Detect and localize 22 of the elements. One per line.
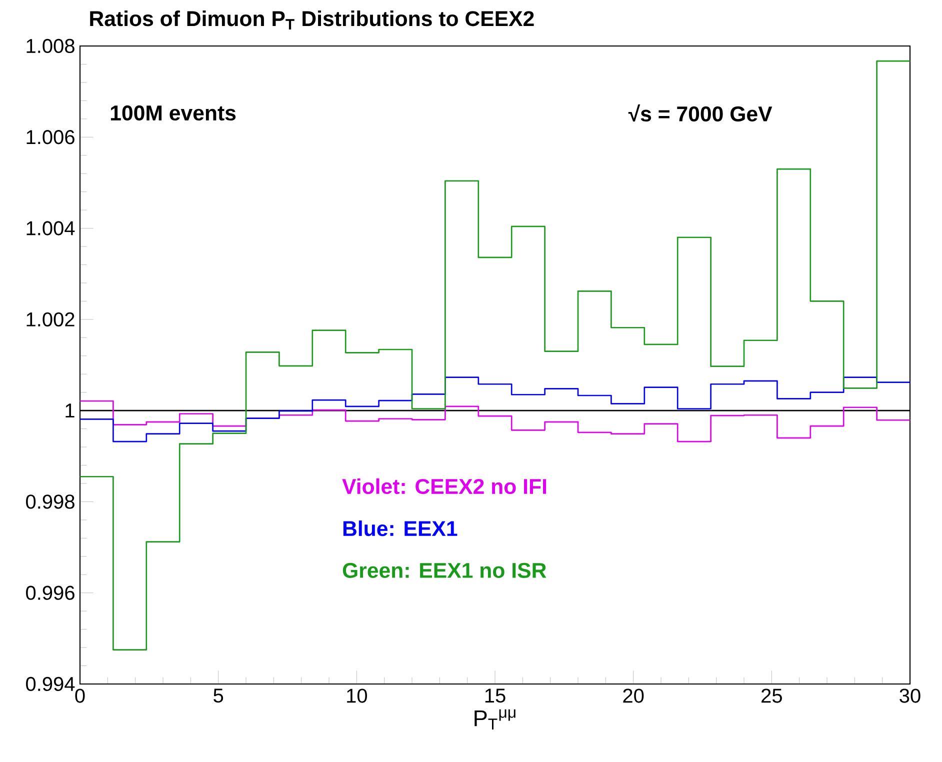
y-tick-label: 1.008	[26, 38, 74, 54]
text: Violet: CEEX2 no IFI	[342, 478, 546, 494]
chart-title: Ratios of Dimuon P$_{T}$ Distributions to CEEX2	[90, 10, 534, 30]
annotation: 100M events	[110, 105, 236, 121]
y-tick-label: 0.996	[26, 586, 74, 600]
x-axis-title: P$_{T}$μμ	[474, 709, 516, 730]
x-tick-label: 5	[214, 688, 224, 703]
x-tick-label: 10	[347, 688, 367, 703]
text: Blue: EEX1	[343, 520, 458, 536]
y-tick-label: 1.002	[26, 312, 74, 326]
x-tick-label: 30	[900, 688, 920, 703]
annotation: √s = 7000 GeV	[628, 104, 772, 122]
y-tick-label: 0.994	[26, 676, 75, 692]
x-tick-label: 15	[485, 688, 506, 703]
y-tick-label: 1.004	[26, 221, 75, 236]
y-tick-label: 1.006	[26, 130, 74, 144]
x-tick-label: 0	[75, 688, 85, 703]
x-tick-label: 20	[623, 688, 644, 703]
text: Green: EEX1 no ISR	[342, 562, 546, 578]
x-tick-label: 25	[762, 688, 782, 703]
y-tick-label: 0.998	[26, 494, 74, 509]
y-tick-label: 1	[66, 404, 74, 418]
